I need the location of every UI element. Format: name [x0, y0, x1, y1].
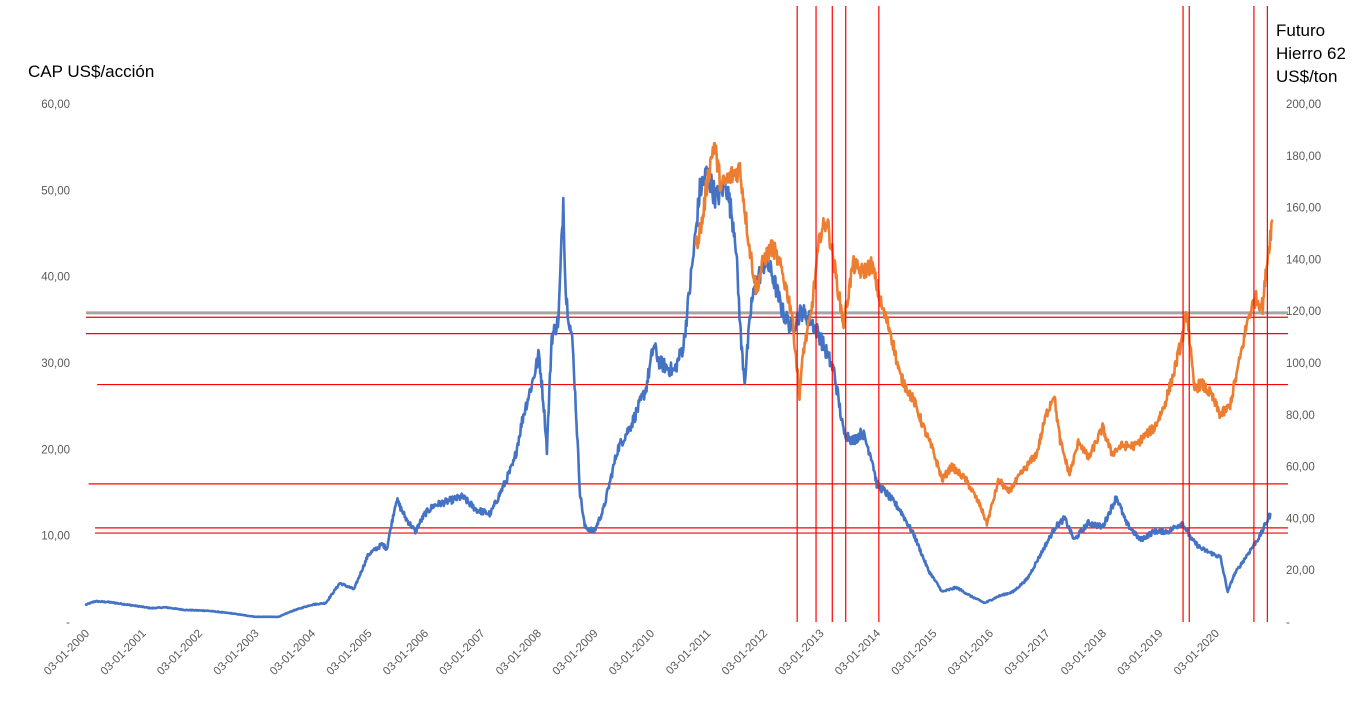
right-axis-title-line-2: Hierro 62 [1276, 44, 1346, 63]
x-tick-label: 03-01-2009 [551, 628, 601, 678]
right-axis-title-line-3: US$/ton [1276, 67, 1338, 86]
left-tick-label: 10,00 [41, 531, 70, 543]
x-tick-label: 03-01-2006 [381, 628, 431, 678]
right-tick-label: - [1286, 617, 1290, 629]
x-tick-label: 03-01-2015 [889, 628, 939, 678]
horizontal-reference-lines [86, 311, 1288, 534]
right-tick-label: 40,00 [1286, 513, 1315, 525]
x-tick-label: 03-01-2011 [664, 628, 713, 677]
right-tick-label: 80,00 [1286, 410, 1315, 422]
cap-price-series-line [84, 165, 1272, 619]
left-tick-label: 40,00 [41, 272, 70, 284]
left-axis-title: CAP US$/acción [28, 62, 155, 81]
iron-ore-future-series-line [694, 141, 1274, 527]
x-tick-label: 03-01-2004 [268, 627, 319, 678]
left-tick-label: - [66, 617, 70, 629]
right-tick-label: 160,00 [1286, 203, 1321, 215]
x-tick-label: 03-01-2017 [1003, 628, 1053, 678]
right-tick-label: 180,00 [1286, 151, 1321, 163]
right-tick-label: 60,00 [1286, 462, 1315, 474]
right-tick-label: 20,00 [1286, 565, 1315, 577]
x-tick-label: 03-01-2019 [1115, 628, 1165, 678]
x-tick-label: 03-01-2000 [42, 628, 92, 678]
right-tick-label: 200,00 [1286, 99, 1321, 111]
x-tick-label: 03-01-2012 [720, 628, 770, 678]
x-axis-ticks: 03-01-2000 03-01-2001 03-01-2002 03-01-2003… [42, 627, 1222, 678]
x-tick-label: 03-01-2002 [155, 628, 205, 678]
x-tick-label: 03-01-2001 [99, 628, 149, 678]
right-tick-label: 100,00 [1286, 358, 1321, 370]
left-tick-label: 20,00 [41, 444, 70, 456]
x-tick-label: 03-01-2020 [1172, 628, 1222, 678]
x-tick-label: 03-01-2014 [833, 627, 884, 678]
x-tick-label: 03-01-2010 [607, 628, 657, 678]
right-axis-title-line-1: Futuro [1276, 21, 1326, 40]
x-tick-label: 03-01-2016 [946, 628, 996, 678]
vertical-reference-lines [796, 6, 1268, 622]
x-tick-label: 03-01-2003 [212, 628, 262, 678]
right-axis-title: Futuro Hierro 62 US$/ton [1276, 19, 1346, 88]
left-tick-label: 50,00 [41, 185, 70, 197]
right-tick-label: 120,00 [1286, 306, 1321, 318]
right-axis-ticks: - 20,00 40,00 60,00 80,00 100,00 120,00 140,00 1… [1286, 99, 1321, 629]
x-tick-label: 03-01-2008 [494, 628, 544, 678]
x-tick-label: 03-01-2007 [438, 628, 488, 678]
x-tick-label: 03-01-2013 [777, 628, 827, 678]
x-tick-label: 03-01-2005 [325, 628, 375, 678]
left-tick-label: 30,00 [41, 358, 70, 370]
x-tick-label: 03-01-2018 [1059, 628, 1109, 678]
left-tick-label: 60,00 [41, 99, 70, 111]
left-axis-ticks: - 10,00 20,00 30,00 40,00 50,00 60,00 [41, 99, 70, 629]
series-lines [84, 141, 1274, 619]
right-tick-label: 140,00 [1286, 254, 1321, 266]
